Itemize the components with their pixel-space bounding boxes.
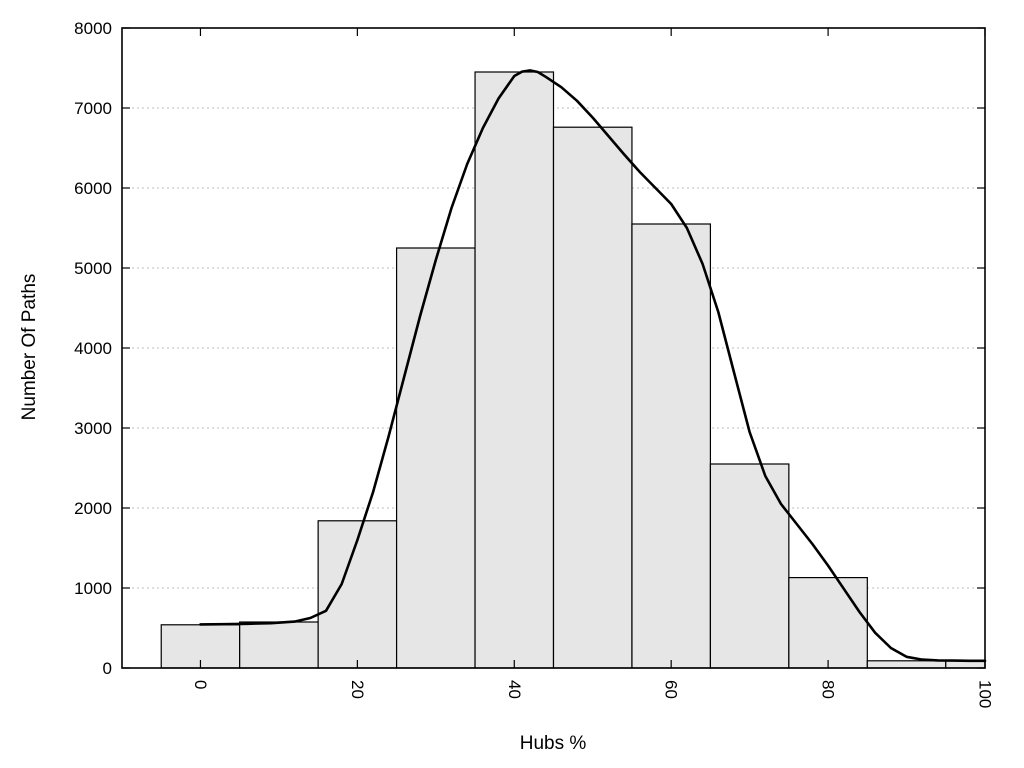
x-tick-label: 100 [976, 680, 995, 708]
y-tick-label: 4000 [74, 339, 112, 358]
histogram-bar [709, 463, 790, 669]
histogram-bar [788, 576, 868, 669]
y-tick-label: 5000 [74, 259, 112, 278]
plot-border [121, 27, 986, 669]
y-tick-label: 0 [103, 659, 112, 678]
x-tick-label: 60 [662, 680, 681, 699]
histogram-bar [474, 71, 555, 669]
y-tick-label: 8000 [74, 19, 112, 38]
x-tick-label: 40 [505, 680, 524, 699]
y-tick-label: 3000 [74, 419, 112, 438]
histogram-bar [239, 621, 319, 669]
x-axis-label: Hubs % [519, 733, 587, 754]
y-tick-label: 2000 [74, 499, 112, 518]
y-tick-label: 6000 [74, 179, 112, 198]
histogram-bar [552, 126, 633, 669]
y-tick-label: 7000 [74, 99, 112, 118]
y-axis-label: Number Of Paths [19, 273, 40, 421]
x-tick-label: 80 [819, 680, 838, 699]
histogram-bar [866, 660, 947, 669]
density-curve [199, 69, 987, 663]
x-tick-label: 0 [191, 680, 210, 689]
histogram-bar [395, 247, 476, 669]
x-tick-label: 20 [348, 680, 367, 699]
histogram-bar [631, 223, 712, 669]
y-tick-label: 1000 [74, 579, 112, 598]
